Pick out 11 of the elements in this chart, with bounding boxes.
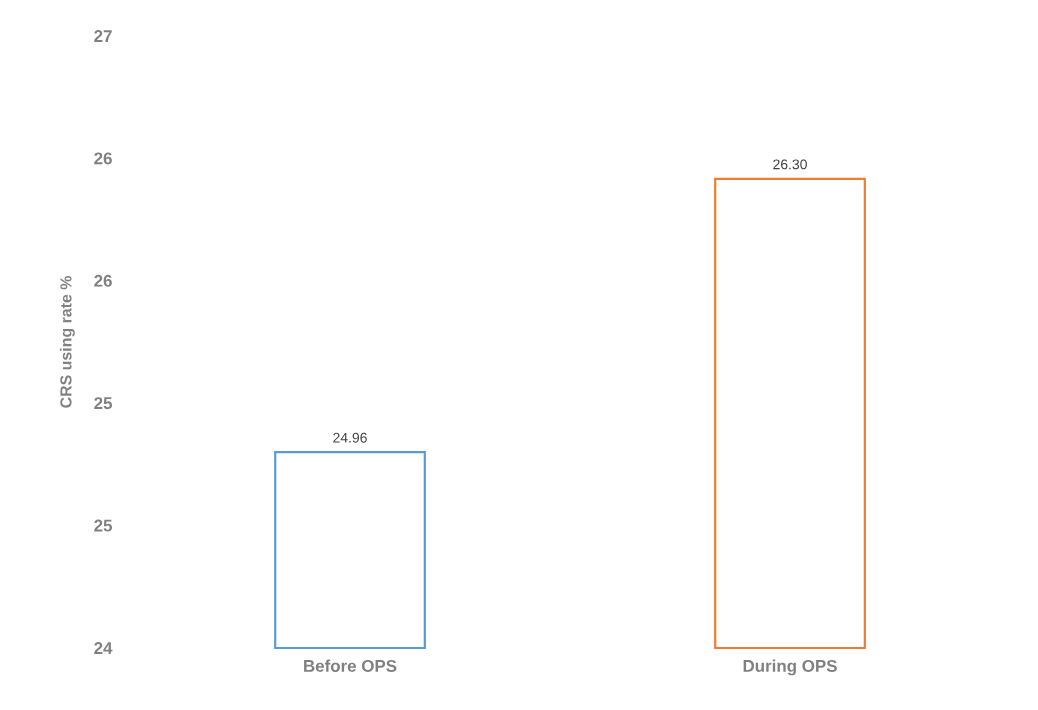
data-label: 24.96	[333, 432, 367, 443]
data-label: 26.30	[773, 159, 807, 170]
y-tick-label: 26	[94, 274, 112, 287]
y-axis-title: CRS using rate %	[59, 275, 75, 408]
y-tick-label: 25	[94, 397, 113, 410]
y-tick-label: 25	[94, 519, 113, 532]
y-tick-label: 24	[94, 642, 113, 654]
y-tick-label: 27	[94, 30, 112, 42]
y-tick-label: 26	[94, 152, 112, 165]
x-tick-label: Before OPS	[304, 659, 397, 672]
x-tick-label: During OPS	[743, 659, 837, 676]
